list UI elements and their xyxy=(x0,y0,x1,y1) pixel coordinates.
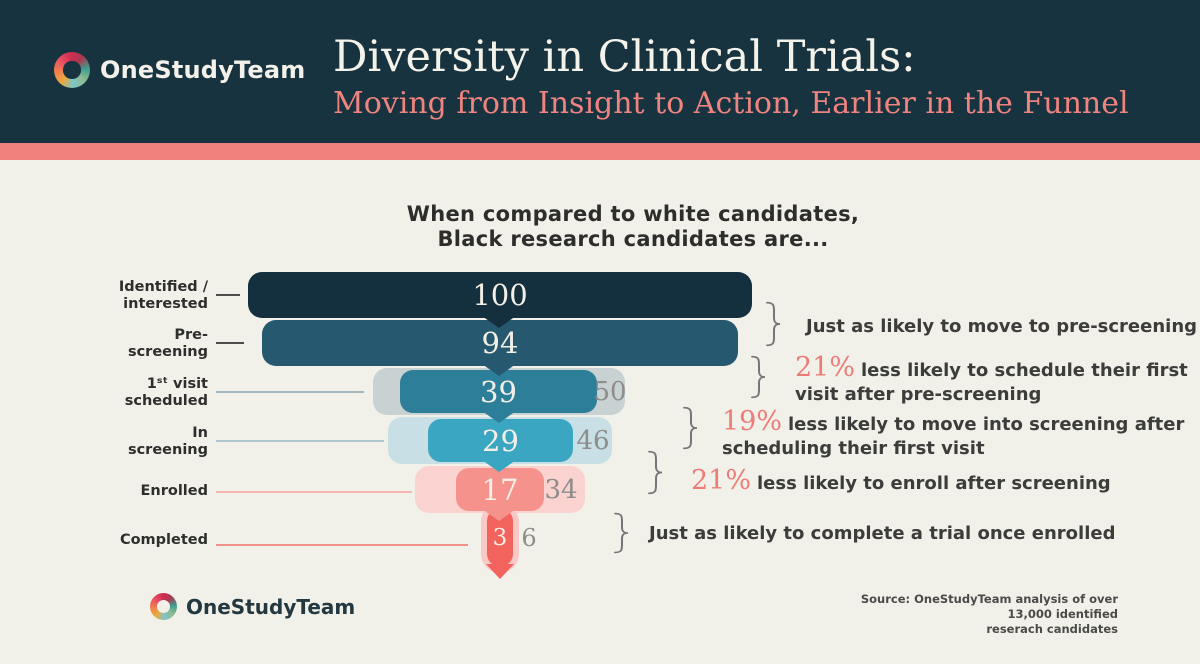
lead-line-prescreening xyxy=(216,342,244,344)
funnel-bar-first-visit xyxy=(400,370,597,413)
funnel-notch-prescreening xyxy=(482,364,516,376)
funnel-bar-in-screening xyxy=(428,419,573,462)
brace-enrolled xyxy=(648,450,663,495)
funnel-notch-in-screening xyxy=(482,460,516,472)
annotation-prescreening: Just as likely to move to pre-screening xyxy=(800,312,1197,339)
lead-line-enrolled xyxy=(216,491,412,493)
chart-question: When compared to white candidates, Black… xyxy=(333,202,933,252)
reference-value-completed: 6 xyxy=(521,523,537,552)
funnel-value-enrolled: 17 xyxy=(481,472,519,507)
stage-label-first-visit: 1ˢᵗ visit scheduled xyxy=(124,376,208,409)
funnel-value-first-visit: 39 xyxy=(480,374,517,409)
reference-value-in-screening: 46 xyxy=(576,425,610,456)
annotation-first-visit: 21% less likely to schedule their first v… xyxy=(795,352,1188,405)
chart-question-line2: Black research candidates are... xyxy=(437,227,829,251)
annotation-percent: 21% xyxy=(691,465,752,496)
lead-line-identified xyxy=(216,294,240,296)
funnel-bar-identified xyxy=(248,272,752,318)
stage-label-completed: Completed xyxy=(119,532,208,548)
coral-stripe xyxy=(0,143,1200,160)
annotation-in-screening: 19% less likely to move into screening af… xyxy=(722,406,1185,459)
brace-in-screening xyxy=(683,406,698,450)
reference-value-enrolled: 34 xyxy=(544,474,578,505)
annotation-completed: Just as likely to complete a trial once … xyxy=(643,519,1115,546)
chart-question-line1: When compared to white candidates, xyxy=(406,202,860,226)
onestudyteam-logo: OneStudyTeam xyxy=(54,52,306,88)
header-band: OneStudyTeam Diversity in Clinical Trial… xyxy=(0,0,1200,143)
onestudyteam-swirl-icon xyxy=(54,52,90,88)
stage-label-in-screening: In screening xyxy=(127,425,208,458)
funnel-notch-identified xyxy=(482,316,516,328)
lead-line-completed xyxy=(216,544,468,546)
stage-label-enrolled: Enrolled xyxy=(140,483,209,499)
page-title: Diversity in Clinical Trials: xyxy=(333,32,916,82)
funnel-notch-enrolled xyxy=(482,509,516,521)
funnel-value-prescreening: 94 xyxy=(481,326,519,360)
source-note: Source: OneStudyTeam analysis of over 13… xyxy=(860,592,1118,636)
onestudyteam-swirl-icon xyxy=(150,593,177,620)
funnel-tip-completed xyxy=(486,564,514,579)
annotation-percent: 19% xyxy=(722,406,783,437)
brace-prescreening xyxy=(766,301,781,347)
funnel-value-in-screening: 29 xyxy=(482,423,519,458)
funnel-notch-first-visit xyxy=(482,411,516,423)
lead-line-first-visit xyxy=(216,391,364,393)
stage-label-identified: Identified / interested xyxy=(118,279,208,312)
page-subtitle: Moving from Insight to Action, Earlier i… xyxy=(333,86,1129,121)
annotation-enrolled: 21% less likely to enroll after screening xyxy=(691,465,1111,496)
funnel-value-completed: 3 xyxy=(492,524,508,551)
brace-first-visit xyxy=(751,355,766,399)
funnel-bar-enrolled xyxy=(456,468,544,511)
lead-line-in-screening xyxy=(216,440,384,442)
logo-text: OneStudyTeam xyxy=(100,56,306,84)
footer-logo-text: OneStudyTeam xyxy=(186,594,356,619)
footer-logo: OneStudyTeam xyxy=(150,593,355,620)
annotation-percent: 21% xyxy=(795,352,856,383)
funnel-value-identified: 100 xyxy=(472,278,528,312)
stage-label-prescreening: Pre- screening xyxy=(127,327,208,360)
reference-value-first-visit: 50 xyxy=(593,376,627,407)
brace-completed xyxy=(614,512,629,554)
